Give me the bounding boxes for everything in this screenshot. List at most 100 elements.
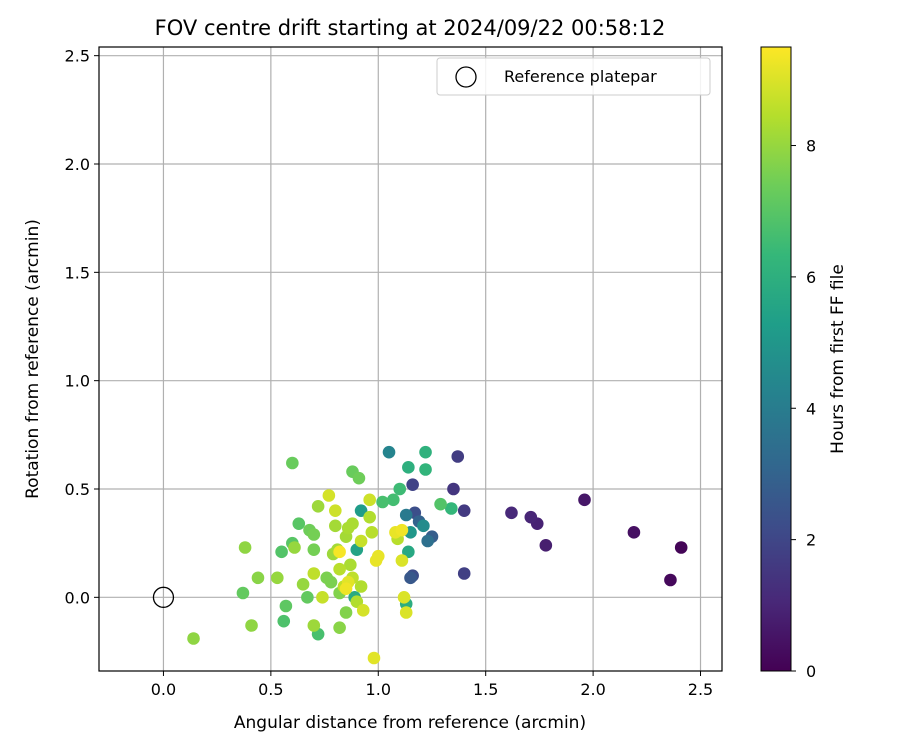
data-point: [329, 519, 342, 533]
data-point: [402, 461, 415, 474]
data-point: [367, 651, 381, 665]
colorbar-ticks: 0 2 4 6 8: [791, 137, 816, 681]
data-point: [539, 539, 553, 552]
data-point: [288, 541, 301, 554]
data-point: [333, 562, 346, 576]
y-tick-label: 0.0: [65, 588, 90, 607]
colorbar-tick-label: 8: [806, 137, 816, 156]
colorbar: 0 2 4 6 8 Hours from first FF file: [760, 46, 848, 681]
data-point: [307, 619, 321, 632]
data-point: [322, 489, 336, 502]
data-point: [350, 595, 364, 608]
data-point: [674, 541, 688, 554]
data-point: [419, 463, 432, 476]
data-point: [421, 534, 434, 548]
data-point: [324, 575, 338, 589]
data-point: [251, 571, 265, 585]
y-tick-label: 2.0: [65, 155, 90, 174]
data-point: [245, 619, 258, 632]
data-point: [354, 504, 368, 517]
data-point: [307, 528, 321, 541]
data-point: [279, 599, 293, 613]
y-tick-label: 0.5: [65, 480, 90, 499]
data-point: [356, 604, 370, 617]
data-point: [627, 526, 641, 539]
x-axis-label: Angular distance from reference (arcmin): [234, 713, 586, 733]
data-point: [399, 508, 413, 522]
y-tick-label: 1.0: [65, 372, 90, 391]
data-point: [333, 545, 346, 559]
data-point: [346, 517, 359, 530]
data-point: [664, 573, 677, 587]
data-point: [457, 504, 471, 517]
data-point: [451, 450, 465, 463]
data-point: [311, 500, 325, 513]
data-point: [275, 545, 288, 559]
data-point: [316, 591, 329, 604]
data-point: [363, 493, 376, 507]
x-tick-label: 2.5: [688, 680, 713, 699]
data-point: [393, 482, 407, 496]
data-point: [399, 606, 413, 619]
legend: Reference platepar: [436, 57, 711, 96]
data-point: [387, 493, 400, 507]
data-point: [339, 582, 353, 595]
colorbar-label: Hours from first FF file: [828, 264, 848, 454]
grid: [99, 47, 722, 671]
data-point: [406, 478, 419, 491]
x-tick-label: 0.0: [151, 680, 176, 699]
legend-marker-icon: [455, 66, 477, 88]
chart-title: FOV centre drift starting at 2024/09/22 …: [155, 16, 666, 40]
plot-area: [99, 47, 722, 671]
data-point: [301, 591, 314, 604]
data-point: [339, 606, 353, 619]
x-axis-ticks: 0.0 0.5 1.0 1.5 2.0 2.5: [151, 671, 713, 699]
data-point: [236, 586, 250, 600]
data-point: [376, 495, 389, 509]
data-point: [457, 567, 471, 580]
data-point: [292, 517, 306, 530]
colorbar-tick-label: 2: [806, 531, 816, 550]
y-tick-label: 2.5: [65, 47, 90, 66]
data-point: [238, 541, 252, 554]
x-tick-label: 1.5: [473, 680, 498, 699]
data-point: [371, 549, 385, 563]
data-point: [447, 482, 460, 496]
data-point: [329, 504, 342, 517]
x-tick-label: 1.0: [366, 680, 391, 699]
reference-marker-layer: [152, 586, 175, 608]
data-point: [363, 510, 376, 524]
data-point: [578, 493, 591, 507]
colorbar-tick-label: 0: [806, 662, 816, 681]
colorbar-tick-label: 6: [806, 268, 816, 287]
data-point: [307, 567, 321, 580]
plot-frame: [98, 46, 723, 672]
data-point: [354, 534, 368, 548]
y-tick-label: 1.5: [65, 263, 90, 282]
data-point: [395, 554, 409, 567]
data-point: [382, 445, 396, 459]
data-points: [187, 445, 688, 665]
data-point: [404, 571, 417, 585]
data-point: [365, 526, 379, 539]
colorbar-tick-label: 4: [806, 399, 816, 418]
legend-box: [436, 57, 711, 96]
data-point: [333, 621, 346, 634]
colorbar-gradient: [760, 46, 792, 672]
data-point: [524, 510, 538, 524]
data-point: [417, 519, 430, 533]
legend-label: Reference platepar: [504, 67, 657, 86]
x-tick-label: 2.0: [580, 680, 605, 699]
y-axis-label: Rotation from reference (arcmin): [23, 219, 43, 499]
data-point: [271, 571, 284, 585]
data-point: [277, 614, 291, 628]
data-point: [286, 456, 299, 470]
data-point: [352, 471, 366, 485]
data-point: [434, 497, 447, 511]
data-point: [307, 543, 321, 556]
data-point: [344, 558, 357, 572]
data-point: [402, 545, 415, 559]
data-point: [187, 632, 200, 645]
data-point: [395, 523, 409, 537]
